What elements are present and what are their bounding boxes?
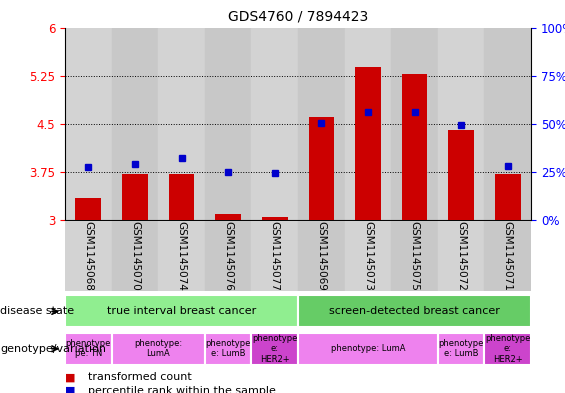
Bar <box>495 174 520 220</box>
Bar <box>355 67 381 220</box>
Bar <box>485 333 531 365</box>
Bar <box>298 296 531 327</box>
Bar <box>158 28 205 220</box>
Bar <box>298 220 345 291</box>
Text: GSM1145068: GSM1145068 <box>83 222 93 291</box>
Text: phenotype
e:
HER2+: phenotype e: HER2+ <box>252 334 297 364</box>
Bar <box>251 333 298 365</box>
Bar <box>65 296 298 327</box>
Bar <box>112 220 158 291</box>
Text: transformed count: transformed count <box>88 372 192 382</box>
Text: phenotype
e: LumB: phenotype e: LumB <box>438 339 484 358</box>
Text: phenotype:
LumA: phenotype: LumA <box>134 339 182 358</box>
Bar <box>438 28 485 220</box>
Text: GSM1145074: GSM1145074 <box>176 222 186 291</box>
Bar <box>392 220 438 291</box>
Bar <box>112 28 158 220</box>
Bar <box>485 220 531 291</box>
Bar <box>205 333 251 365</box>
Bar <box>449 130 474 220</box>
Text: phenotype
e: LumB: phenotype e: LumB <box>206 339 251 358</box>
Bar <box>262 217 288 220</box>
Bar <box>122 174 147 220</box>
Bar <box>298 28 345 220</box>
Bar <box>345 28 392 220</box>
Bar <box>251 220 298 291</box>
Bar <box>169 174 194 220</box>
Text: GSM1145071: GSM1145071 <box>503 222 513 291</box>
Bar <box>112 333 205 365</box>
Title: GDS4760 / 7894423: GDS4760 / 7894423 <box>228 9 368 24</box>
Bar <box>65 333 112 365</box>
Text: GSM1145077: GSM1145077 <box>270 222 280 291</box>
Bar <box>158 220 205 291</box>
Text: percentile rank within the sample: percentile rank within the sample <box>88 386 276 393</box>
Bar <box>205 28 251 220</box>
Bar <box>392 28 438 220</box>
Text: screen-detected breast cancer: screen-detected breast cancer <box>329 307 500 316</box>
Text: phenotype: LumA: phenotype: LumA <box>331 344 405 353</box>
Text: true interval breast cancer: true interval breast cancer <box>107 307 256 316</box>
Bar <box>402 74 427 220</box>
Bar <box>438 220 485 291</box>
Bar <box>251 28 298 220</box>
Text: phenotype
e:
HER2+: phenotype e: HER2+ <box>485 334 531 364</box>
Bar <box>65 220 112 291</box>
Text: GSM1145073: GSM1145073 <box>363 222 373 291</box>
Text: ■: ■ <box>65 372 76 382</box>
Bar <box>485 28 531 220</box>
Text: GSM1145070: GSM1145070 <box>130 222 140 291</box>
Text: GSM1145072: GSM1145072 <box>456 222 466 291</box>
Text: genotype/variation: genotype/variation <box>0 344 106 354</box>
Text: GSM1145069: GSM1145069 <box>316 222 327 291</box>
Bar <box>215 214 241 220</box>
Bar <box>65 28 112 220</box>
Text: GSM1145075: GSM1145075 <box>410 222 420 291</box>
Text: disease state: disease state <box>0 307 74 316</box>
Text: GSM1145076: GSM1145076 <box>223 222 233 291</box>
Bar <box>438 333 485 365</box>
Bar <box>205 220 251 291</box>
Bar <box>345 220 392 291</box>
Text: ■: ■ <box>65 386 76 393</box>
Bar <box>76 198 101 220</box>
Text: phenotype
pe: TN: phenotype pe: TN <box>66 339 111 358</box>
Bar <box>308 118 334 220</box>
Bar <box>298 333 438 365</box>
